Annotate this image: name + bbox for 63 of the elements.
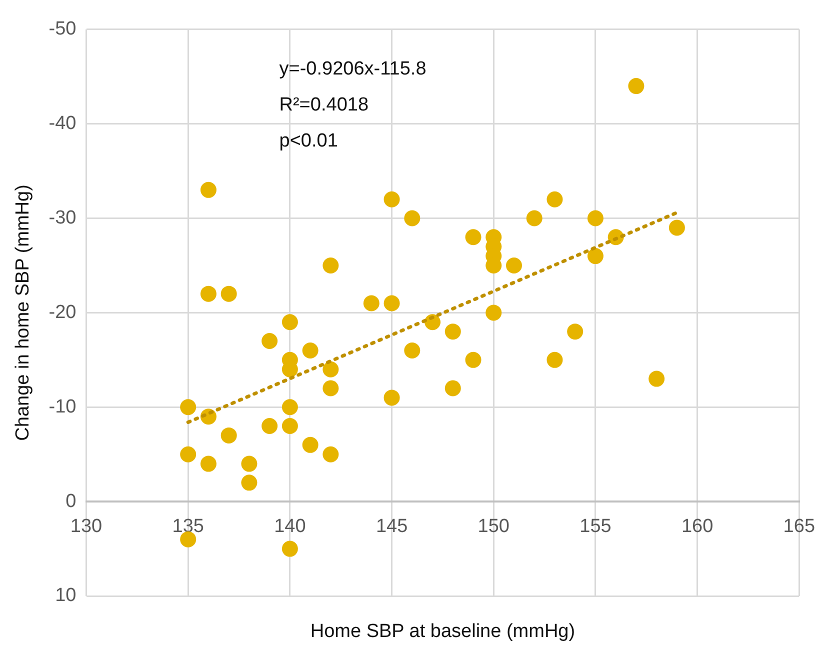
x-tick-label: 140 bbox=[274, 516, 306, 538]
y-axis-title: Change in home SBP (mmHg) bbox=[12, 184, 34, 441]
point bbox=[363, 295, 380, 312]
x-tick-label: 135 bbox=[172, 516, 204, 538]
point bbox=[465, 352, 482, 368]
point bbox=[384, 390, 400, 406]
point bbox=[322, 361, 339, 378]
x-tick-label: 155 bbox=[580, 516, 612, 538]
y-tick-label: -10 bbox=[48, 396, 76, 418]
y-tick-label: -20 bbox=[48, 302, 76, 323]
point bbox=[384, 191, 400, 208]
point bbox=[506, 257, 522, 274]
point bbox=[180, 531, 196, 548]
x-axis-title: Home SBP at baseline (mmHg) bbox=[310, 621, 576, 642]
x-tick-label: 160 bbox=[681, 516, 714, 538]
point bbox=[526, 210, 542, 226]
point bbox=[444, 380, 461, 396]
point bbox=[282, 418, 298, 434]
annotation: p<0.01 bbox=[279, 130, 338, 152]
point bbox=[384, 295, 400, 312]
point bbox=[486, 304, 502, 321]
point bbox=[628, 78, 644, 94]
y-tick-label: -40 bbox=[48, 113, 76, 134]
y-tick-label: -50 bbox=[48, 18, 76, 40]
point bbox=[282, 399, 298, 416]
x-tick-label: 165 bbox=[783, 516, 815, 538]
point bbox=[404, 342, 420, 358]
point bbox=[282, 540, 298, 557]
y-tick-label: 0 bbox=[66, 490, 76, 512]
annotation: y=-0.9206x-115.8 bbox=[279, 58, 426, 80]
x-tick-label: 150 bbox=[478, 516, 510, 538]
point bbox=[262, 418, 278, 434]
point bbox=[180, 446, 196, 462]
point bbox=[200, 456, 216, 472]
point bbox=[220, 427, 237, 444]
x-tick-label: 130 bbox=[70, 516, 102, 538]
point bbox=[465, 229, 482, 246]
point bbox=[546, 191, 563, 208]
point bbox=[180, 399, 196, 416]
point bbox=[302, 342, 318, 358]
point bbox=[241, 456, 258, 472]
point bbox=[302, 436, 318, 453]
point bbox=[200, 182, 216, 198]
point bbox=[322, 257, 339, 274]
point bbox=[200, 286, 216, 302]
point bbox=[262, 333, 278, 350]
point bbox=[546, 352, 563, 368]
point bbox=[587, 248, 604, 264]
point bbox=[241, 474, 258, 491]
point bbox=[282, 314, 298, 330]
y-tick-label: 10 bbox=[55, 585, 76, 606]
point bbox=[322, 380, 339, 396]
point bbox=[444, 324, 461, 340]
point bbox=[404, 210, 420, 226]
point bbox=[648, 370, 665, 387]
x-tick-label: 145 bbox=[376, 516, 408, 538]
point bbox=[567, 324, 584, 340]
point bbox=[220, 286, 237, 302]
point bbox=[668, 220, 685, 236]
point bbox=[587, 210, 604, 226]
annotation: R²=0.4018 bbox=[279, 94, 369, 116]
y-tick-label: -30 bbox=[48, 208, 76, 228]
point bbox=[322, 446, 339, 462]
